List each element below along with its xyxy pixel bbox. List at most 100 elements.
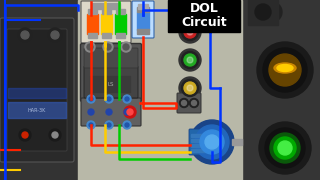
Circle shape bbox=[127, 109, 133, 115]
FancyBboxPatch shape bbox=[81, 98, 141, 126]
Bar bbox=[191, 134, 207, 137]
Circle shape bbox=[187, 29, 193, 35]
Circle shape bbox=[103, 42, 113, 52]
Bar bbox=[137, 12, 149, 30]
Bar bbox=[88, 33, 97, 38]
Circle shape bbox=[124, 106, 136, 118]
Circle shape bbox=[123, 95, 131, 103]
Circle shape bbox=[106, 109, 112, 115]
Bar bbox=[8, 102, 66, 118]
FancyBboxPatch shape bbox=[132, 1, 154, 38]
Bar bbox=[191, 139, 207, 142]
Circle shape bbox=[125, 97, 129, 101]
Circle shape bbox=[190, 120, 234, 164]
Circle shape bbox=[269, 54, 301, 86]
Bar bbox=[90, 76, 130, 92]
Circle shape bbox=[51, 31, 59, 39]
Circle shape bbox=[181, 24, 198, 40]
Ellipse shape bbox=[277, 64, 293, 71]
Circle shape bbox=[124, 109, 130, 115]
Circle shape bbox=[89, 123, 93, 127]
FancyBboxPatch shape bbox=[81, 1, 131, 43]
Circle shape bbox=[123, 121, 131, 129]
Circle shape bbox=[265, 128, 305, 168]
Circle shape bbox=[180, 98, 188, 107]
Circle shape bbox=[184, 26, 196, 38]
Bar bbox=[244, 0, 320, 180]
Circle shape bbox=[123, 44, 129, 50]
Circle shape bbox=[22, 132, 28, 138]
Bar bbox=[242, 0, 320, 180]
Circle shape bbox=[19, 129, 31, 141]
Circle shape bbox=[105, 95, 113, 103]
Text: HAR-3K: HAR-3K bbox=[28, 107, 46, 112]
FancyBboxPatch shape bbox=[0, 18, 74, 162]
Bar bbox=[102, 9, 111, 14]
Bar bbox=[168, 0, 240, 32]
Text: LS: LS bbox=[108, 82, 114, 87]
Bar bbox=[138, 4, 148, 9]
Circle shape bbox=[278, 141, 292, 155]
Bar bbox=[248, 0, 278, 25]
Circle shape bbox=[184, 54, 196, 66]
Circle shape bbox=[48, 28, 62, 42]
Bar bbox=[92, 3, 120, 9]
FancyBboxPatch shape bbox=[84, 66, 138, 98]
Circle shape bbox=[184, 82, 196, 94]
Bar bbox=[87, 14, 98, 34]
Circle shape bbox=[187, 85, 193, 91]
Circle shape bbox=[21, 31, 29, 39]
FancyBboxPatch shape bbox=[177, 93, 201, 113]
FancyBboxPatch shape bbox=[84, 48, 138, 68]
Bar bbox=[8, 88, 66, 98]
Circle shape bbox=[262, 2, 282, 22]
Bar bbox=[88, 9, 97, 14]
Text: Circuit: Circuit bbox=[181, 17, 227, 30]
Bar bbox=[0, 0, 78, 180]
Circle shape bbox=[105, 44, 111, 50]
Circle shape bbox=[274, 137, 296, 159]
Circle shape bbox=[18, 28, 32, 42]
Bar bbox=[232, 139, 242, 145]
Circle shape bbox=[259, 122, 311, 174]
Circle shape bbox=[49, 129, 61, 141]
Circle shape bbox=[87, 121, 95, 129]
Circle shape bbox=[181, 51, 198, 69]
Circle shape bbox=[52, 132, 58, 138]
Circle shape bbox=[181, 100, 187, 105]
Bar bbox=[137, 7, 149, 12]
Circle shape bbox=[107, 123, 111, 127]
Circle shape bbox=[187, 57, 193, 63]
FancyBboxPatch shape bbox=[189, 129, 209, 155]
Bar bbox=[137, 29, 149, 34]
Circle shape bbox=[255, 4, 271, 20]
Bar bbox=[78, 0, 242, 180]
Circle shape bbox=[87, 44, 93, 50]
Circle shape bbox=[179, 77, 201, 99]
Bar bbox=[116, 9, 125, 14]
Circle shape bbox=[257, 42, 313, 98]
Bar bbox=[116, 33, 125, 38]
Circle shape bbox=[125, 123, 129, 127]
Circle shape bbox=[121, 42, 131, 52]
FancyBboxPatch shape bbox=[7, 29, 67, 151]
Ellipse shape bbox=[274, 63, 296, 73]
Circle shape bbox=[263, 48, 307, 92]
Circle shape bbox=[88, 109, 94, 115]
Circle shape bbox=[87, 95, 95, 103]
Bar bbox=[102, 33, 111, 38]
Circle shape bbox=[189, 98, 198, 107]
Circle shape bbox=[179, 49, 201, 71]
Circle shape bbox=[105, 121, 113, 129]
Bar bbox=[115, 14, 126, 34]
Text: DOL: DOL bbox=[189, 3, 219, 15]
Circle shape bbox=[200, 130, 224, 154]
Bar bbox=[191, 144, 207, 147]
Circle shape bbox=[195, 125, 229, 159]
Bar bbox=[191, 149, 207, 152]
Circle shape bbox=[205, 135, 219, 149]
Circle shape bbox=[89, 97, 93, 101]
Circle shape bbox=[181, 80, 198, 96]
Circle shape bbox=[85, 42, 95, 52]
Bar bbox=[101, 14, 112, 34]
